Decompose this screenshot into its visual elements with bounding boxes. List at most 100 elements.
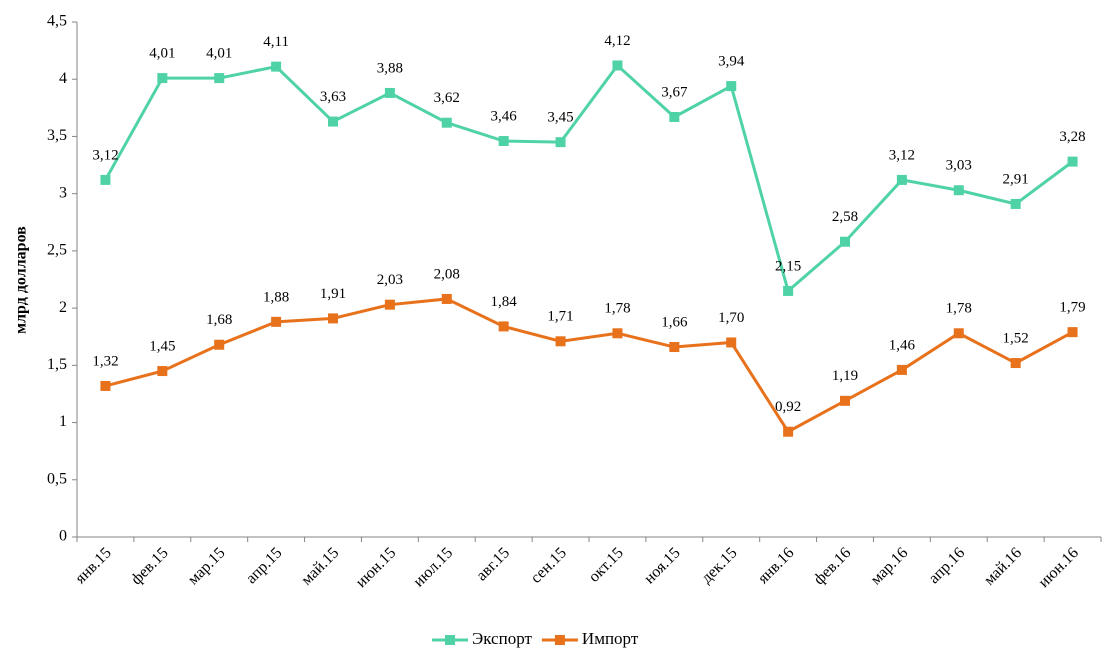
marker	[498, 136, 509, 147]
marker	[669, 342, 680, 353]
legend-marker	[445, 635, 455, 645]
data-label: 3,03	[946, 158, 972, 174]
x-tick-label: сен.15	[528, 544, 570, 586]
marker	[100, 380, 111, 391]
data-label: 1,78	[946, 301, 972, 317]
data-label: 4,01	[149, 46, 175, 62]
data-label: 4,12	[604, 33, 630, 49]
data-label: 3,94	[718, 54, 745, 70]
y-tick-label: 4	[59, 70, 67, 87]
x-tick-label: дек.15	[698, 544, 740, 586]
y-tick-label: 1,5	[47, 356, 67, 373]
data-label: 2,91	[1003, 171, 1029, 187]
x-tick-label: апр.16	[925, 544, 968, 587]
marker	[214, 339, 225, 350]
marker	[328, 313, 338, 324]
marker	[1010, 198, 1021, 209]
x-tick-label: ноя.15	[641, 544, 684, 587]
y-tick-label: 3,5	[47, 127, 67, 144]
data-label: 1,19	[832, 368, 858, 384]
marker	[1067, 156, 1078, 167]
data-label: 2,03	[377, 272, 403, 288]
x-tick-label: июл.15	[410, 544, 456, 590]
data-label: 2,58	[832, 209, 858, 225]
marker	[840, 236, 850, 247]
marker	[157, 366, 168, 377]
marker	[555, 137, 566, 148]
data-label: 4,01	[206, 46, 232, 62]
marker	[214, 73, 225, 84]
marker	[157, 73, 168, 84]
marker	[441, 293, 452, 304]
marker	[384, 87, 395, 98]
data-label: 1,70	[718, 310, 744, 326]
x-tick-label: фев.16	[811, 544, 855, 588]
data-label: 3,46	[491, 108, 518, 124]
data-label: 1,46	[889, 337, 916, 353]
series-line	[105, 297, 1074, 434]
data-label: 0,92	[775, 399, 801, 415]
x-tick-label: июн.15	[353, 544, 400, 591]
data-label: 3,12	[92, 147, 118, 163]
x-tick-label: май.16	[981, 544, 1025, 588]
marker	[612, 328, 623, 339]
data-label: 1,32	[92, 353, 118, 369]
x-tick-label: окт.15	[586, 544, 627, 585]
x-tick-label: июн.16	[1035, 544, 1082, 591]
marker	[669, 111, 680, 122]
marker	[726, 81, 737, 92]
marker	[612, 60, 623, 71]
legend-marker	[554, 635, 565, 645]
marker	[498, 321, 509, 332]
data-label: 1,91	[320, 286, 346, 302]
legend-label: Экспорт	[472, 629, 532, 648]
y-tick-label: 0	[59, 528, 67, 545]
data-label: 1,45	[149, 338, 175, 354]
x-tick-label: фев.15	[128, 544, 172, 588]
y-axis-label: млрд долларов	[13, 226, 30, 334]
marker	[953, 185, 964, 196]
x-tick-label: мар.15	[185, 544, 229, 588]
x-tick-label: апр.15	[243, 544, 286, 587]
y-tick-label: 1	[59, 413, 67, 430]
marker	[896, 174, 907, 185]
x-tick-label: мар.16	[867, 544, 911, 588]
marker	[328, 116, 338, 127]
data-label: 1,71	[547, 309, 573, 325]
y-tick-label: 2,5	[47, 242, 67, 259]
data-label: 1,52	[1003, 330, 1029, 346]
marker	[555, 336, 566, 347]
x-tick-label: авг.15	[473, 544, 513, 584]
marker	[840, 395, 850, 406]
data-label: 3,88	[377, 60, 403, 76]
data-label: 3,12	[889, 147, 915, 163]
legend-label: Импорт	[582, 629, 639, 648]
y-tick-label: 3	[59, 184, 67, 201]
x-tick-label: янв.16	[755, 544, 798, 587]
marker	[441, 117, 452, 128]
data-label: 1,66	[661, 314, 688, 330]
y-tick-label: 4,5	[47, 13, 67, 30]
data-label: 1,84	[491, 294, 518, 310]
data-label: 3,63	[320, 89, 346, 105]
data-label: 2,15	[775, 258, 801, 274]
data-label: 1,78	[604, 301, 630, 317]
data-label: 2,08	[434, 266, 460, 282]
data-label: 3,45	[547, 110, 573, 126]
data-label: 3,28	[1059, 129, 1085, 145]
data-label: 3,62	[434, 90, 460, 106]
marker	[896, 364, 907, 375]
marker	[384, 299, 395, 310]
y-tick-label: 0,5	[47, 470, 67, 487]
data-label: 1,88	[263, 289, 289, 305]
marker	[100, 174, 111, 185]
x-tick-label: янв.15	[72, 544, 115, 587]
marker	[1010, 358, 1021, 369]
marker	[783, 285, 794, 296]
marker	[271, 61, 282, 72]
marker	[1067, 327, 1078, 338]
x-tick-label: май.15	[298, 544, 342, 588]
marker	[783, 426, 794, 437]
data-label: 1,79	[1059, 300, 1085, 316]
